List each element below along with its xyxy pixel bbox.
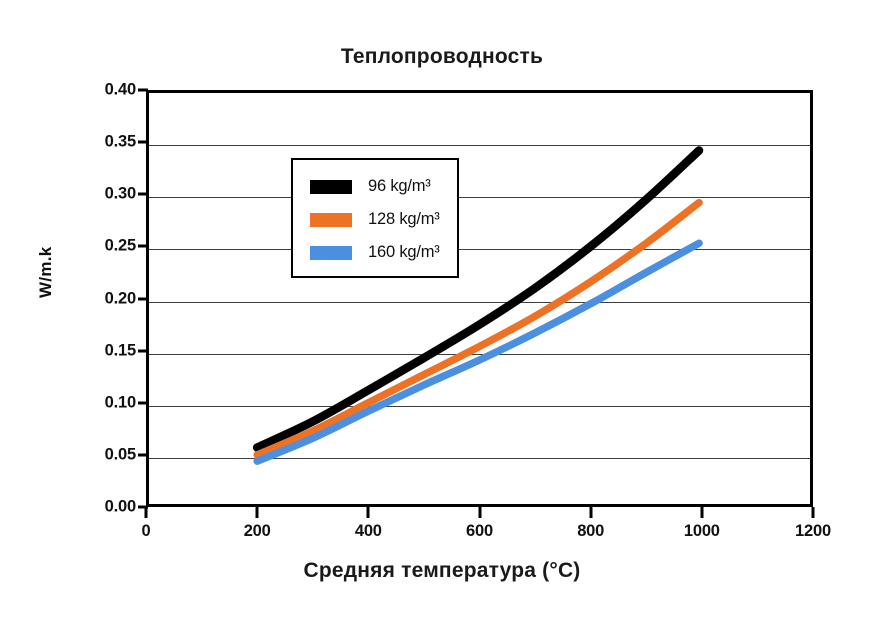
x-axis-tick-label: 200 (243, 522, 271, 540)
legend-item[interactable]: 96 kg/m³ (293, 170, 457, 203)
y-axis-tick-mark (138, 505, 148, 509)
plot-area (146, 90, 813, 507)
y-axis-tick-label: 0.15 (104, 341, 137, 360)
gridline-horizontal (149, 301, 810, 303)
gridline-horizontal (149, 249, 810, 251)
legend-swatch (310, 212, 352, 227)
x-axis-tick-mark (478, 507, 481, 518)
legend-label: 160 kg/m³ (368, 243, 440, 261)
y-axis-tick-mark (138, 88, 148, 92)
y-axis-tick-label: 0.40 (104, 80, 137, 99)
x-axis-tick-label: 1000 (683, 522, 720, 540)
y-axis-tick-label: 0.10 (104, 393, 137, 412)
page-title: Теплопроводность (340, 45, 544, 68)
gridline-horizontal (149, 197, 810, 199)
x-axis-title: Средняя температура (°C) (303, 559, 581, 582)
x-axis-tick-label: 1200 (795, 522, 831, 540)
x-axis-tick-label: 400 (354, 522, 382, 540)
y-axis-tick-labels: 0.00 0.05 0.10 0.15 0.20 0.25 0.30 0.35 0.40 (84, 81, 137, 516)
y-axis-tick-mark (138, 401, 148, 405)
gridline-horizontal (149, 457, 810, 459)
y-axis-tick-mark (138, 140, 148, 144)
y-axis-tick-label: 0.05 (104, 445, 137, 464)
y-axis-tick-mark (138, 453, 148, 457)
y-axis-tick-label: 0.20 (104, 289, 137, 307)
x-axis-tick-mark (589, 507, 593, 518)
y-axis-tick-mark (138, 297, 148, 300)
y-axis-tick-mark (138, 244, 148, 248)
x-axis-tick-mark (366, 507, 370, 518)
legend-swatch (310, 245, 352, 260)
legend-item[interactable]: 128 kg/m³ (293, 203, 457, 236)
y-axis-tick-mark (138, 349, 148, 353)
y-axis-title: W/m.k (36, 246, 55, 298)
gridline-horizontal (149, 405, 810, 407)
x-axis-tick-label: 0 (141, 522, 151, 540)
x-axis-tick-label: 800 (577, 522, 605, 540)
x-axis-tick-mark (255, 507, 259, 518)
y-axis-tick-label: 0.35 (104, 132, 137, 151)
x-axis-tick-label: 600 (466, 522, 493, 540)
y-axis-tick-label: 0.30 (104, 184, 137, 203)
legend-swatch (310, 179, 352, 194)
x-axis-tick-mark (811, 507, 815, 518)
legend-label: 128 kg/m³ (368, 210, 440, 228)
y-axis-tick-mark (138, 192, 148, 196)
legend-label: 96 kg/m³ (368, 177, 431, 195)
gridline-horizontal (149, 145, 810, 147)
y-axis-tick-label: 0.00 (104, 497, 137, 516)
legend-item[interactable]: 160 kg/m³ (293, 236, 457, 269)
legend: 96 kg/m³ 128 kg/m³ 160 kg/m³ (291, 158, 459, 278)
gridline-horizontal (149, 353, 810, 355)
x-axis-tick-mark (700, 507, 704, 518)
x-axis-tick-mark (144, 507, 148, 518)
y-axis-tick-label: 0.25 (104, 236, 137, 255)
